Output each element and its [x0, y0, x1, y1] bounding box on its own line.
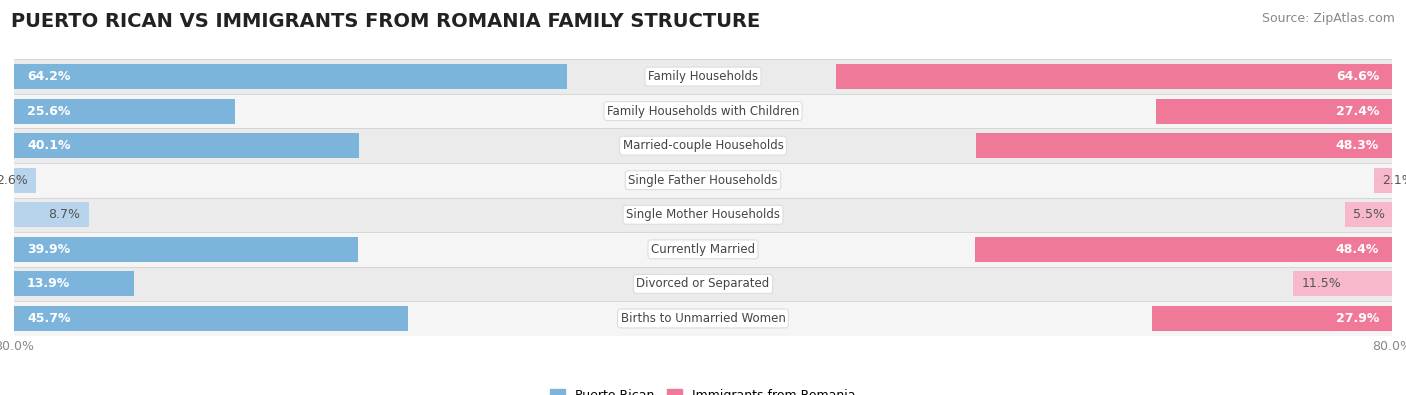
- Bar: [14, 198, 1392, 232]
- Bar: [1344, 202, 1392, 227]
- Bar: [835, 64, 1392, 89]
- Bar: [14, 64, 567, 89]
- Text: Single Mother Households: Single Mother Households: [626, 208, 780, 221]
- Bar: [14, 271, 134, 296]
- Bar: [1152, 306, 1392, 331]
- Bar: [14, 59, 1392, 94]
- Bar: [14, 267, 1392, 301]
- Bar: [14, 128, 1392, 163]
- Text: Married-couple Households: Married-couple Households: [623, 139, 783, 152]
- Bar: [14, 237, 357, 262]
- Bar: [14, 94, 1392, 128]
- Text: 64.6%: 64.6%: [1336, 70, 1379, 83]
- Bar: [1294, 271, 1392, 296]
- Text: Currently Married: Currently Married: [651, 243, 755, 256]
- Bar: [1374, 168, 1392, 193]
- Text: PUERTO RICAN VS IMMIGRANTS FROM ROMANIA FAMILY STRUCTURE: PUERTO RICAN VS IMMIGRANTS FROM ROMANIA …: [11, 12, 761, 31]
- Text: 39.9%: 39.9%: [27, 243, 70, 256]
- Bar: [14, 232, 1392, 267]
- Text: Family Households with Children: Family Households with Children: [607, 105, 799, 118]
- Text: 5.5%: 5.5%: [1353, 208, 1385, 221]
- Text: 25.6%: 25.6%: [27, 105, 70, 118]
- Legend: Puerto Rican, Immigrants from Romania: Puerto Rican, Immigrants from Romania: [546, 384, 860, 395]
- Bar: [1156, 99, 1392, 124]
- Text: Family Households: Family Households: [648, 70, 758, 83]
- Text: 48.4%: 48.4%: [1336, 243, 1379, 256]
- Bar: [976, 133, 1392, 158]
- Text: 27.4%: 27.4%: [1336, 105, 1379, 118]
- Bar: [14, 202, 89, 227]
- Bar: [14, 163, 1392, 198]
- Text: 48.3%: 48.3%: [1336, 139, 1379, 152]
- Text: Single Father Households: Single Father Households: [628, 174, 778, 187]
- Text: Births to Unmarried Women: Births to Unmarried Women: [620, 312, 786, 325]
- Text: 45.7%: 45.7%: [27, 312, 70, 325]
- Text: 11.5%: 11.5%: [1302, 277, 1341, 290]
- Text: 8.7%: 8.7%: [48, 208, 80, 221]
- Text: 64.2%: 64.2%: [27, 70, 70, 83]
- Text: Divorced or Separated: Divorced or Separated: [637, 277, 769, 290]
- Bar: [976, 237, 1392, 262]
- Text: 40.1%: 40.1%: [27, 139, 70, 152]
- Text: Source: ZipAtlas.com: Source: ZipAtlas.com: [1261, 12, 1395, 25]
- Text: 27.9%: 27.9%: [1336, 312, 1379, 325]
- Text: 2.6%: 2.6%: [0, 174, 28, 187]
- Text: 13.9%: 13.9%: [27, 277, 70, 290]
- Bar: [14, 133, 360, 158]
- Bar: [14, 168, 37, 193]
- Text: 2.1%: 2.1%: [1382, 174, 1406, 187]
- Bar: [14, 99, 235, 124]
- Bar: [14, 306, 408, 331]
- Bar: [14, 301, 1392, 336]
